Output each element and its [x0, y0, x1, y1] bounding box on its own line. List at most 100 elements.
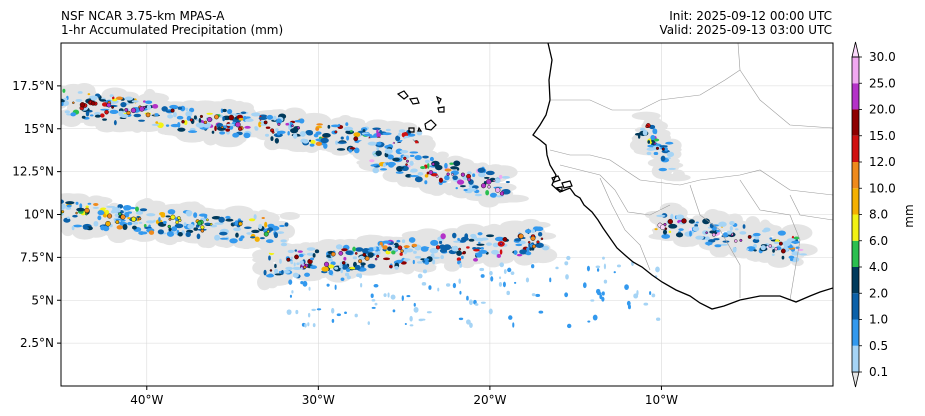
- precip-cell: [296, 262, 300, 266]
- shower-cell: [424, 260, 430, 265]
- shower-cell: [367, 321, 370, 326]
- precip-cell: [787, 238, 796, 242]
- shower-cell: [507, 267, 512, 273]
- precip-cell-light: [161, 203, 192, 211]
- colorbar-level-label: 12.0: [869, 155, 896, 169]
- precip-cell: [477, 167, 486, 173]
- precip-cell: [116, 225, 123, 230]
- shower-cell: [566, 255, 571, 261]
- model-title: NSF NCAR 3.75-km MPAS-A: [61, 9, 225, 23]
- precip-core: [84, 207, 90, 214]
- precip-cell: [117, 207, 121, 213]
- precip-cell: [336, 148, 346, 151]
- precip-core: [338, 250, 344, 256]
- precip-cell: [85, 110, 90, 117]
- colorbar-level-label: 15.0: [869, 129, 896, 143]
- precip-cell: [97, 210, 105, 216]
- colorbar-segment: [852, 57, 859, 84]
- precip-cell: [405, 174, 412, 178]
- precip-cell: [251, 229, 260, 234]
- geography: [396, 43, 833, 310]
- shower-cell: [412, 259, 415, 265]
- precip-cell: [476, 243, 485, 246]
- precip-cell: [165, 110, 173, 113]
- precip-cell: [287, 249, 295, 254]
- precip-band: [644, 202, 818, 268]
- precip-core: [451, 173, 454, 176]
- shower-cell: [409, 315, 413, 322]
- precip-cell: [392, 157, 400, 162]
- precip-cell: [432, 256, 440, 259]
- precip-core: [238, 126, 243, 131]
- shower-cell: [336, 313, 341, 317]
- shower-cell: [326, 283, 330, 287]
- precip-cell: [660, 155, 666, 162]
- precip-cell: [443, 244, 452, 251]
- shower-cell: [468, 299, 473, 306]
- precip-cell: [417, 172, 424, 176]
- precip-cell: [424, 159, 430, 164]
- precip-cell: [280, 239, 287, 243]
- precip-cell: [474, 193, 483, 197]
- precip-cell: [272, 115, 277, 121]
- precip-cell: [327, 258, 334, 262]
- precip-cell: [151, 123, 160, 126]
- precip-cell: [185, 231, 191, 237]
- precip-cell: [465, 188, 473, 194]
- precip-cell: [363, 133, 373, 137]
- precip-core: [90, 101, 96, 106]
- precip-cell: [354, 264, 361, 271]
- precip-cell: [61, 203, 66, 210]
- precip-cell: [746, 248, 749, 251]
- precip-cell: [416, 130, 423, 136]
- shower-cell: [309, 257, 315, 261]
- precip-cell: [526, 248, 530, 254]
- precip-cell: [494, 178, 501, 184]
- precip-cell: [385, 128, 391, 132]
- precip-cell: [254, 236, 260, 242]
- precip-cell: [531, 229, 536, 234]
- precip-core: [536, 240, 540, 244]
- precip-cell: [268, 273, 274, 277]
- precip-cell: [746, 246, 756, 252]
- precip-cell: [478, 249, 488, 254]
- precip-cell: [93, 202, 99, 206]
- precip-cell: [494, 236, 505, 242]
- lat-tick-label: 17.5°N: [12, 79, 54, 93]
- precip-cell: [472, 173, 476, 178]
- precip-cell: [396, 239, 401, 243]
- precip-core: [111, 105, 114, 109]
- precip-cell: [313, 133, 319, 138]
- precip-cell: [254, 126, 259, 131]
- precip-core: [667, 218, 673, 225]
- precip-core: [107, 213, 113, 219]
- precip-core: [502, 236, 508, 242]
- shower-cell: [624, 284, 629, 291]
- precip-cell: [439, 248, 448, 253]
- precip-cell: [73, 224, 83, 228]
- precip-cell-light: [683, 234, 699, 247]
- precip-cell: [72, 214, 78, 218]
- shower-cell: [586, 265, 590, 272]
- precip-cell: [426, 163, 430, 169]
- precip-cell-light: [441, 230, 463, 240]
- precip-cell: [414, 256, 422, 259]
- precip-cell: [211, 215, 221, 220]
- precip-cell: [650, 134, 656, 141]
- shower-cell: [286, 309, 292, 315]
- precip-cell: [177, 121, 181, 128]
- colorbar-segment: [852, 109, 859, 136]
- precip-cell: [661, 234, 671, 239]
- colorbar-level-label: 30.0: [869, 50, 896, 64]
- precip-core: [499, 191, 504, 196]
- precip-core: [739, 238, 743, 242]
- lat-tick-label: 10°N: [24, 208, 54, 222]
- precip-cell: [177, 231, 183, 237]
- precip-cell: [240, 111, 247, 114]
- precip-cell: [302, 138, 309, 144]
- precip-cell: [303, 143, 308, 146]
- precip-core: [167, 224, 171, 229]
- precip-core: [324, 261, 330, 267]
- precip-band: [252, 218, 558, 291]
- precip-cell: [401, 239, 406, 244]
